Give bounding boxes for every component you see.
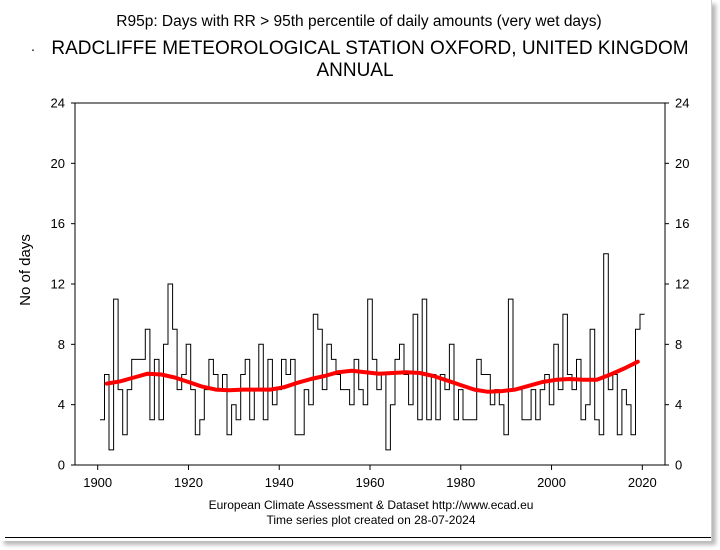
bottom-divider — [5, 537, 711, 538]
y-tick-label-left: 20 — [51, 156, 65, 171]
x-tick-label: 1980 — [446, 475, 475, 490]
y-tick-label-right: 24 — [675, 96, 689, 111]
chart-subtitle: R95p: Days with RR > 95th percentile of … — [116, 13, 601, 30]
x-tick-label: 2000 — [537, 475, 566, 490]
y-tick-label-left: 16 — [51, 216, 65, 231]
smoothed-trend-line — [104, 359, 640, 394]
y-axis-label: No of days — [17, 234, 34, 306]
y-tick-label-right: 20 — [675, 156, 689, 171]
y-tick-label-left: 0 — [58, 458, 65, 473]
x-tick-label: 1960 — [356, 475, 385, 490]
y-tick-label-right: 16 — [675, 216, 689, 231]
x-axis: 1900 1920 1940 1960 1980 2000 2020 — [83, 465, 657, 490]
y-tick-label-right: 4 — [675, 397, 682, 412]
x-tick-label: 1920 — [174, 475, 203, 490]
y-tick-label-left: 4 — [58, 397, 65, 412]
footer-source: European Climate Assessment & Dataset ht… — [209, 498, 534, 512]
chart-frame — [711, 0, 712, 541]
title-bullet: · — [31, 41, 36, 57]
y-tick-label-right: 8 — [675, 337, 682, 352]
x-tick-label: 1900 — [83, 475, 112, 490]
y-tick-label-left: 24 — [51, 96, 65, 111]
y-axis-left: 0 4 8 12 16 20 24 — [51, 96, 75, 473]
chart-period: ANNUAL — [316, 60, 393, 81]
y-axis-right: 0 4 8 12 16 20 24 — [665, 96, 689, 473]
y-tick-label-right: 12 — [675, 277, 689, 292]
chart-title: RADCLIFFE METEOROLOGICAL STATION OXFORD,… — [51, 38, 688, 59]
y-tick-label-right: 0 — [675, 458, 682, 473]
x-tick-label: 2020 — [628, 475, 657, 490]
y-tick-label-left: 8 — [58, 337, 65, 352]
y-tick-label-left: 12 — [51, 277, 65, 292]
footer-created: Time series plot created on 28-07-2024 — [266, 513, 475, 527]
annual-values-step-line — [100, 253, 645, 451]
x-tick-label: 1940 — [265, 475, 294, 490]
